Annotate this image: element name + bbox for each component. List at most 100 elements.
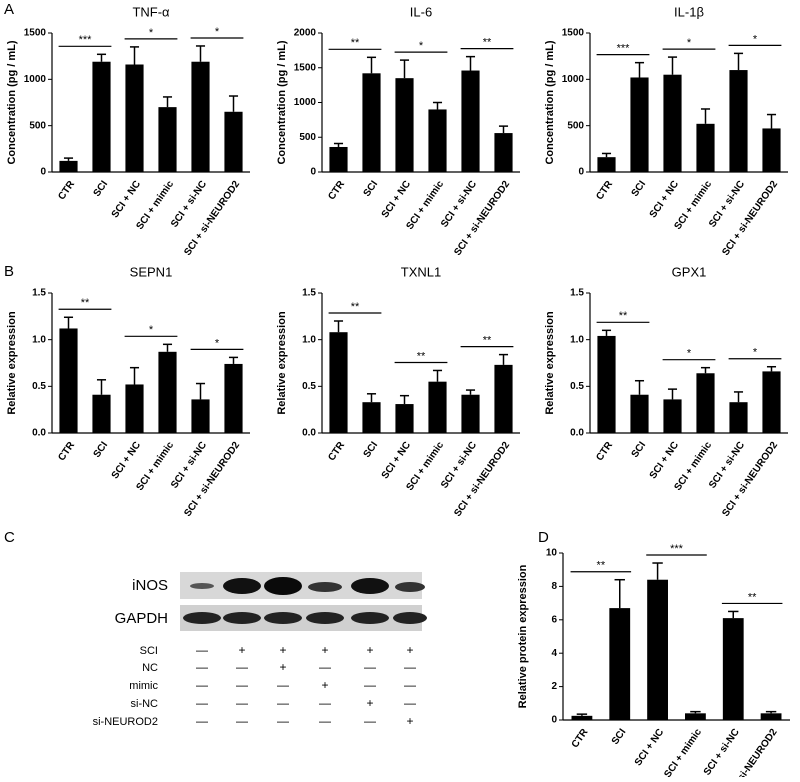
treatment-sign: — xyxy=(404,696,416,710)
bar xyxy=(59,160,78,172)
bar xyxy=(329,332,348,433)
panel-label: D xyxy=(538,529,549,546)
treatment-sign: — xyxy=(196,696,208,710)
treatment-sign: + xyxy=(279,660,286,674)
y-tick-label: 0 xyxy=(551,715,557,726)
band xyxy=(223,578,261,594)
treatment-sign: — xyxy=(364,678,376,692)
protein-label: GAPDH xyxy=(115,610,168,627)
y-tick-label: 1.5 xyxy=(302,288,316,299)
treatment-label: NC xyxy=(142,662,158,674)
treatment-sign: + xyxy=(366,643,373,657)
bar xyxy=(762,371,781,433)
chart-title: TNF-α xyxy=(132,4,170,19)
x-tick-label: CTR xyxy=(326,439,347,463)
x-tick-label: SCI + NC xyxy=(380,440,413,481)
bar xyxy=(609,608,631,720)
significance-label: *** xyxy=(617,43,631,55)
significance-label: ** xyxy=(483,335,492,347)
significance-label: ** xyxy=(619,310,628,322)
significance-label: * xyxy=(149,27,154,39)
x-tick-label: CTR xyxy=(594,439,615,463)
bar xyxy=(395,78,414,172)
significance-label: * xyxy=(215,26,220,38)
y-tick-label: 500 xyxy=(29,120,46,131)
x-tick-label: SCI xyxy=(92,440,111,460)
y-tick-label: 1000 xyxy=(562,74,585,85)
bar xyxy=(224,111,243,172)
treatment-label: si-NEUROD2 xyxy=(93,716,158,728)
y-axis-label: Concentration (pg / mL) xyxy=(276,40,288,164)
band xyxy=(264,612,302,624)
y-tick-label: 0.0 xyxy=(570,428,584,439)
treatment-sign: — xyxy=(196,643,208,657)
band xyxy=(190,583,214,589)
treatment-sign: — xyxy=(277,696,289,710)
bar xyxy=(461,394,480,433)
significance-label: ** xyxy=(81,297,90,309)
band xyxy=(308,582,342,592)
treatment-sign: + xyxy=(321,643,328,657)
bar xyxy=(428,381,447,433)
bar xyxy=(362,73,381,172)
protein-label: iNOS xyxy=(132,577,168,594)
x-tick-label: CTR xyxy=(594,178,615,202)
bar-chart: GPX1 Relative expression 0.0 0.5 1.0 1.5 CTR SC… xyxy=(544,264,788,519)
y-tick-label: 6 xyxy=(551,614,557,625)
bar xyxy=(494,364,513,433)
bar xyxy=(224,363,243,433)
band xyxy=(183,612,221,624)
bar xyxy=(630,394,649,433)
chart-title: SEPN1 xyxy=(130,264,173,279)
band xyxy=(351,578,389,594)
bar xyxy=(762,128,781,172)
y-tick-label: 0 xyxy=(310,167,316,178)
bar-chart: Relative protein expression 0 2 4 6 8 10 CTR SCI… xyxy=(517,543,790,782)
treatment-sign: + xyxy=(279,643,286,657)
panel-label: C xyxy=(4,529,15,546)
x-tick-label: SCI xyxy=(610,727,629,747)
bar xyxy=(663,399,682,433)
bar xyxy=(722,618,744,720)
x-tick-label: CTR xyxy=(570,726,591,750)
y-tick-label: 0.5 xyxy=(302,381,316,392)
bar xyxy=(494,133,513,172)
treatment-label: SCI xyxy=(140,645,158,657)
treatment-sign: — xyxy=(319,660,331,674)
treatment-sign: + xyxy=(406,714,413,728)
band xyxy=(393,612,427,624)
x-tick-label: SCI + NC xyxy=(110,179,143,220)
x-tick-label: SCI xyxy=(630,440,649,460)
treatment-sign: — xyxy=(404,660,416,674)
x-tick-label: SCI + NC xyxy=(648,440,681,481)
bar xyxy=(125,384,144,433)
bar xyxy=(59,328,78,433)
y-tick-label: 2000 xyxy=(294,28,317,39)
treatment-table: SCI — + + + + + NC — — + — — — mimic — — — + — — si-NC — — — — + — s… xyxy=(93,643,416,728)
bar xyxy=(191,399,210,433)
y-tick-label: 0.5 xyxy=(570,381,584,392)
bar-chart: IL-1β Concentration (pg / mL) 0 500 1000 1500… xyxy=(544,4,788,258)
band xyxy=(306,612,344,624)
y-axis-label: Concentration (pg / mL) xyxy=(6,40,18,164)
significance-label: * xyxy=(215,337,220,349)
significance-label: ** xyxy=(748,591,757,603)
bar xyxy=(685,713,706,720)
bar xyxy=(597,157,616,172)
chart-title: GPX1 xyxy=(672,264,707,279)
significance-label: * xyxy=(687,348,692,360)
y-tick-label: 1000 xyxy=(24,74,47,85)
significance-label: *** xyxy=(79,34,93,46)
treatment-sign: — xyxy=(196,678,208,692)
bar xyxy=(597,335,616,433)
y-tick-label: 1500 xyxy=(24,28,47,39)
y-tick-label: 1.0 xyxy=(302,334,316,345)
treatment-sign: — xyxy=(236,660,248,674)
y-axis-label: Relative expression xyxy=(6,311,18,415)
y-tick-label: 4 xyxy=(551,648,557,659)
chart-title: IL-1β xyxy=(674,4,704,19)
bar xyxy=(158,351,177,433)
bar xyxy=(125,64,144,172)
treatment-label: mimic xyxy=(129,680,158,692)
treatment-sign: — xyxy=(319,714,331,728)
